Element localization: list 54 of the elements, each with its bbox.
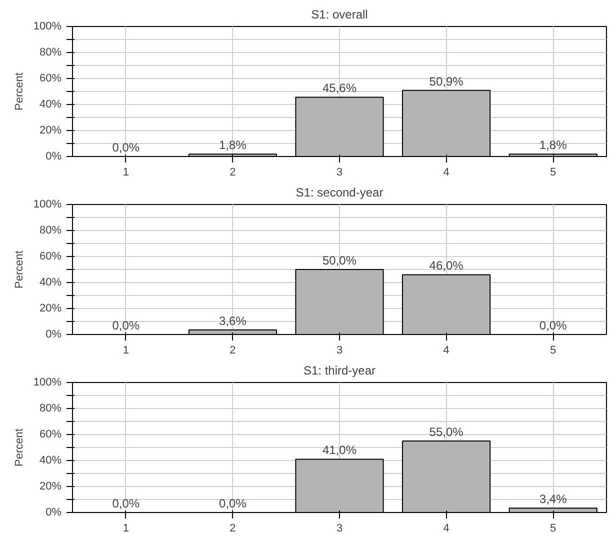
data-label: 0,0%: [219, 496, 247, 510]
y-tick-label: 100%: [33, 198, 62, 210]
data-label: 45,6%: [322, 81, 357, 96]
x-tick-label: 1: [122, 166, 129, 178]
y-tick-label: 20%: [39, 124, 62, 136]
data-label: 0,0%: [112, 318, 140, 332]
x-tick-label: 4: [443, 522, 450, 534]
x-tick-label: 3: [336, 344, 343, 356]
x-tick-label: 2: [230, 344, 236, 356]
y-tick-label: 60%: [39, 250, 62, 262]
y-tick-label: 40%: [39, 98, 62, 110]
y-tick-label: 20%: [39, 480, 62, 492]
data-label: 3,4%: [539, 492, 568, 506]
data-label: 0,0%: [112, 496, 140, 510]
x-tick-label: 2: [230, 522, 236, 534]
y-tick-label: 40%: [39, 276, 62, 288]
y-tick-label: 20%: [39, 302, 62, 314]
data-label: 0,0%: [112, 140, 140, 154]
x-tick-label: 5: [550, 166, 556, 178]
y-tick-label: 80%: [39, 402, 62, 414]
x-tick-label: 2: [230, 166, 236, 178]
data-label: 55,0%: [429, 425, 464, 439]
data-label: 41,0%: [322, 443, 357, 458]
y-tick-label: 0%: [46, 328, 62, 340]
y-tick-label: 0%: [46, 150, 62, 162]
chart-title: S1: overall: [311, 8, 368, 22]
chart-title: S1: second-year: [296, 186, 384, 200]
data-label: 46,0%: [429, 258, 464, 273]
x-tick-label: 4: [443, 166, 450, 178]
data-label: 1,8%: [539, 138, 568, 152]
y-tick-label: 40%: [39, 454, 62, 466]
x-tick-label: 3: [336, 166, 343, 178]
y-tick-label: 0%: [46, 506, 62, 518]
data-label: 50,9%: [429, 74, 464, 88]
x-tick-label: 4: [443, 344, 450, 356]
x-tick-label: 1: [122, 522, 129, 534]
data-label: 50,0%: [322, 254, 357, 268]
chart-title: S1: third-year: [303, 364, 376, 378]
data-label: 3,6%: [219, 314, 247, 328]
y-axis-title: Percent: [13, 250, 26, 288]
y-tick-label: 100%: [33, 20, 62, 32]
y-tick-label: 60%: [39, 428, 62, 440]
x-tick-label: 3: [336, 522, 343, 534]
x-tick-label: 1: [122, 344, 129, 356]
y-tick-label: 100%: [33, 376, 62, 388]
x-tick-label: 5: [550, 522, 556, 534]
y-tick-label: 60%: [39, 72, 62, 84]
data-label: 1,8%: [219, 138, 247, 152]
y-tick-label: 80%: [39, 46, 62, 58]
y-axis-title: Percent: [13, 72, 26, 110]
data-label: 0,0%: [539, 318, 568, 332]
y-tick-label: 80%: [39, 224, 62, 236]
x-tick-label: 5: [550, 344, 556, 356]
y-axis-title: Percent: [13, 428, 26, 466]
